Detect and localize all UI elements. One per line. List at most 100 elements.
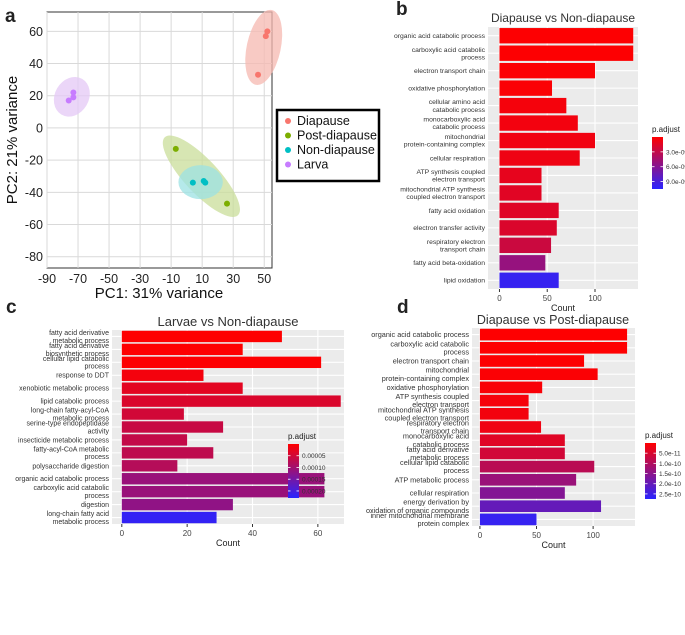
bar [499, 150, 580, 166]
legend-tick-label: 2.0e-10 [659, 481, 681, 488]
pca-y-ticks: 60 40 20 0 -20 -40 -60 -80 [25, 25, 43, 264]
pca-point [224, 200, 230, 207]
bar-category-label-line: organic acid catabolic process [371, 330, 469, 339]
bar-category-label: response to DDT [56, 373, 110, 380]
pca-point [202, 179, 209, 186]
pca-point [70, 89, 77, 96]
bar [121, 460, 178, 472]
pca-x-tick-label: 10 [195, 272, 209, 286]
legend-title: p.adjust [645, 431, 674, 440]
pca-ellipse [178, 165, 223, 200]
bar-category-label: mitochondrial protein-containing complex [382, 366, 470, 383]
bar [479, 355, 585, 367]
bar-category-label-line: ATP synthesis coupled [416, 169, 485, 176]
bar-category-label-line: organic acid catabolic process [15, 476, 109, 483]
legend-tick-label: 9.0e-09 [666, 179, 685, 186]
bar-category-label-line: cellular lipid catabolic [43, 356, 110, 363]
bar-category-label-line: protein-containing complex [404, 142, 486, 149]
bar-category-label-line: catabolic process [413, 440, 470, 449]
bar-x-axis-label: Count [216, 538, 241, 548]
bar-category-label: organic acid catabolic process [15, 476, 109, 483]
bar-category-label-line: cellular lipid catabolic [400, 458, 469, 467]
bar-category-label: mitochondrial ATP synthesis coupled elect… [378, 405, 469, 422]
bar [121, 485, 325, 498]
bar [121, 382, 243, 394]
bar [479, 500, 602, 513]
bar-category-label: monocarboxylic acid catabolic process [423, 117, 485, 132]
bar-category-label: oxidative phosphorylation [408, 86, 485, 93]
bar-x-tick-label: 20 [183, 529, 192, 538]
bar-category-label: fatty acid derivative biosynthetic proces… [46, 343, 110, 358]
bar-category-label-line: cellular respiration [410, 489, 469, 498]
bar-category-label: ATP synthesis coupled electron transport [395, 392, 469, 409]
legend-tick-label: 1.0e-10 [659, 461, 681, 468]
bar [499, 28, 634, 44]
bar-x-tick-label: 60 [313, 529, 322, 538]
bar-category-label-line: organic acid catabolic process [394, 33, 486, 40]
bar [499, 272, 559, 288]
bar-category-label-line: catabolic process [432, 124, 485, 131]
bar-category-label: organic acid catabolic process [371, 330, 469, 339]
bar-category-label-line: process [443, 466, 469, 475]
bar-category-label-line: process [84, 454, 109, 461]
bar [479, 381, 543, 394]
bar-category-label-line: monocarboxylic acid [423, 117, 485, 124]
bar-category-label: cellular amino acid catabolic process [429, 99, 486, 114]
bar-category-label-line: cellular respiration [430, 155, 485, 162]
legend-tick-label: 3.0e-09 [666, 149, 685, 156]
bar-category-label-line: process [443, 347, 469, 356]
legend-color-bar [652, 137, 663, 189]
bar-chart-title: Larvae vs Non-diapause [158, 314, 299, 329]
pca-plot-frame [46, 11, 273, 269]
bar-category-label: organic acid catabolic process [394, 33, 486, 40]
bar-category-label-line: oxidation of organic compounds [366, 506, 469, 515]
bar-category-label-line: lipid catabolic process [41, 399, 110, 406]
bar-category-label-line: lipid oxidation [444, 278, 485, 285]
pca-point [262, 33, 269, 40]
bar [479, 434, 565, 447]
bar [479, 421, 542, 433]
bar-category-label: digestion [81, 502, 109, 509]
pca-legend-swatch [285, 118, 291, 124]
bar-category-label-line: respiratory electron [427, 239, 485, 246]
pca-y-tick-label: 20 [29, 89, 43, 103]
legend-tick-label: 0.00010 [302, 465, 326, 472]
panel-d-bar-chart: Diapause vs Post-diapause organic acid ca… [366, 313, 681, 550]
bar-category-label: ATP synthesis coupled electron transport [416, 169, 485, 184]
pca-legend-label: Larva [297, 158, 328, 172]
legend-tick-label: 0.00015 [302, 477, 326, 484]
pca-x-tick-label: 50 [257, 272, 271, 286]
pca-legend-swatch [285, 161, 291, 168]
legend-tick-label: 0.00020 [302, 488, 326, 495]
bar-category-label-line: process [461, 54, 485, 61]
bar-category-label-line: carboxylic acid catabolic [34, 485, 110, 492]
bar-category-label-line: mitochondrial ATP synthesis [378, 405, 469, 414]
bar [121, 421, 224, 433]
bar-category-label-line: xenobiotic metabolic process [19, 386, 109, 393]
pca-x-tick-label: -50 [100, 272, 118, 286]
bar [121, 395, 341, 407]
pca-point [70, 94, 77, 101]
pca-x-tick-label: -30 [131, 272, 149, 286]
bar-category-label: polysaccharide digestion [32, 463, 109, 470]
pca-x-ticks: -90 -70 -50 -30 -10 10 30 50 [38, 272, 271, 286]
bar-x-tick-label: 40 [248, 529, 257, 538]
bar [479, 328, 628, 341]
bar-category-label-line: metabolic process [410, 453, 469, 462]
bar-category-label: insecticide metabolic process [18, 437, 110, 444]
bar-category-label-line: response to DDT [56, 373, 110, 380]
bar [499, 132, 596, 149]
bar-category-label: mitochondrial ATP synthesis coupled elect… [400, 187, 485, 202]
panel-c-bar-chart: Larvae vs Non-diapause fatty acid derivat… [15, 314, 344, 548]
pca-x-tick-label: -90 [38, 272, 56, 286]
bar [499, 237, 552, 254]
bar-category-label-line: metabolic process [53, 338, 110, 345]
bar-category-label-line: ATP synthesis coupled [395, 392, 469, 401]
bar-category-label-line: insecticide metabolic process [18, 437, 110, 444]
bar-category-label: electron transport chain [393, 357, 469, 366]
bar-category-label-line: carboxylic acid catabolic [390, 339, 469, 348]
bar-category-label: fatty acid derivative metabolic process [407, 445, 470, 462]
bar [121, 447, 214, 459]
bar-category-label-line: long-chain fatty acid [47, 511, 109, 518]
